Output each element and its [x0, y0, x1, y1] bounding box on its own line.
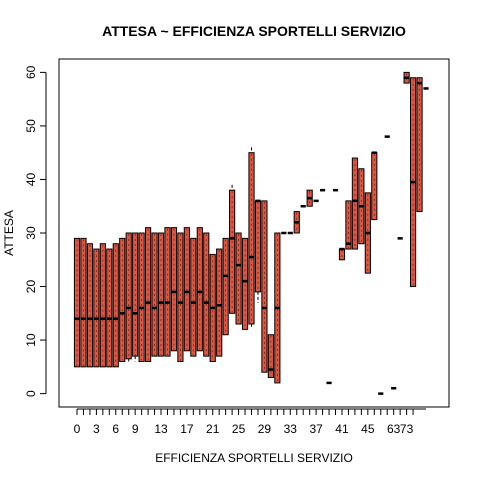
- box-body: [261, 200, 268, 373]
- y-tick-label: 50: [24, 119, 38, 133]
- box-74: [409, 77, 417, 288]
- box-19: [196, 227, 203, 352]
- x-tick-label: 3: [93, 422, 100, 436]
- box-43: [351, 157, 358, 250]
- box-46: [371, 151, 378, 221]
- box-18: [190, 237, 197, 357]
- x-tick-label: 73: [400, 422, 414, 436]
- box-12: [151, 232, 158, 357]
- box-body: [345, 200, 352, 250]
- chart-title: ATTESA ~ EFFICIENZA SPORTELLI SERVIZIO: [102, 23, 406, 39]
- box-17: [183, 227, 190, 352]
- box-body: [138, 232, 145, 362]
- box-10: [138, 232, 145, 362]
- box-body: [164, 227, 171, 357]
- box-2: [86, 243, 94, 368]
- box-body: [190, 237, 197, 357]
- plot-frame: [58, 58, 450, 408]
- box-0: [73, 237, 81, 368]
- y-tick-label: 0: [24, 390, 38, 397]
- boxes-layer: [73, 71, 429, 395]
- x-tick-label: 45: [361, 422, 375, 436]
- box-1: [80, 237, 87, 368]
- y-tick-label: 20: [24, 280, 38, 294]
- box-42: [345, 200, 352, 250]
- box-body: [235, 232, 242, 325]
- box-8: [125, 232, 132, 362]
- box-75: [416, 77, 423, 213]
- box-body: [248, 152, 255, 325]
- box-28: [254, 199, 262, 303]
- y-tick-label: 10: [24, 333, 38, 347]
- box-29: [261, 200, 268, 373]
- box-body: [80, 237, 87, 368]
- x-tick-label: 9: [132, 422, 139, 436]
- box-24: [229, 184, 236, 314]
- box-body: [106, 248, 113, 368]
- x-tick-label: 21: [206, 422, 220, 436]
- box-41: [338, 247, 346, 261]
- y-tick-label: 30: [24, 226, 38, 240]
- box-13: [157, 232, 165, 357]
- x-axis-title: EFFICIENZA SPORTELLI SERVIZIO: [155, 451, 353, 465]
- y-tick-label: 60: [24, 65, 38, 79]
- box-6: [112, 243, 119, 368]
- x-tick-label: 25: [232, 422, 246, 436]
- box-body: [241, 237, 249, 330]
- x-tick-label: 6: [112, 422, 119, 436]
- box-25: [235, 232, 242, 325]
- box-body: [177, 232, 184, 362]
- y-tick-label: 40: [24, 172, 38, 186]
- box-31: [274, 232, 281, 384]
- box-7: [119, 237, 126, 362]
- x-tick-label: 13: [154, 422, 168, 436]
- x-tick-label: 33: [284, 422, 298, 436]
- x-tick-label: 0: [74, 422, 81, 436]
- box-73: [403, 71, 410, 84]
- box-4: [99, 243, 106, 368]
- box-body: [222, 237, 229, 336]
- x-tick-label: 37: [309, 422, 323, 436]
- x-axis: 0 3 6 9 13 17 21 25 29 33 37 41 45 63 73: [74, 408, 426, 436]
- box-21: [209, 253, 216, 362]
- box-9: [132, 232, 139, 362]
- box-body: [73, 237, 81, 368]
- box-body: [351, 157, 358, 250]
- box-body: [93, 248, 100, 368]
- box-36: [306, 189, 313, 207]
- x-tick-label: 17: [180, 422, 194, 436]
- box-3: [93, 248, 100, 368]
- box-23: [222, 237, 229, 336]
- x-tick-label: 41: [335, 422, 349, 436]
- y-axis-title: ATTESA: [2, 210, 16, 256]
- box-5: [106, 248, 113, 368]
- box-27: [248, 147, 255, 327]
- box-15: [170, 227, 178, 352]
- box-body: [216, 248, 223, 357]
- y-axis: 0 10 20 30 40 50 60: [24, 65, 47, 397]
- x-tick-label: 29: [258, 422, 272, 436]
- x-tick-label: 63: [387, 422, 401, 436]
- box-20: [203, 232, 210, 357]
- box-44: [358, 168, 365, 245]
- box-22: [216, 248, 223, 357]
- box-26: [241, 237, 249, 330]
- box-34: [293, 211, 300, 234]
- box-16: [177, 232, 184, 362]
- box-14: [164, 227, 171, 357]
- box-45: [364, 192, 371, 274]
- box-30: [267, 334, 274, 379]
- box-11: [145, 227, 152, 362]
